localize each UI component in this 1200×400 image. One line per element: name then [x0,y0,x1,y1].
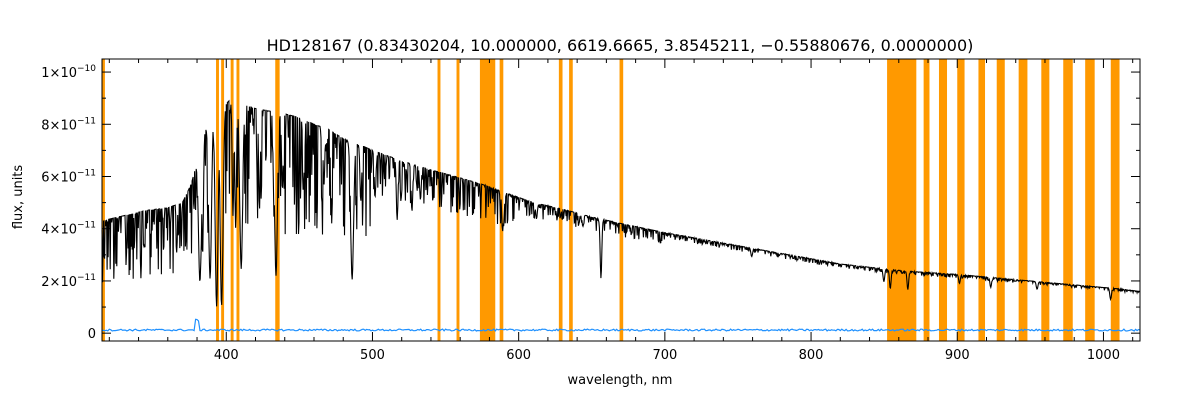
masked-band-2 [221,59,225,341]
x-tick-label: 400 [214,348,239,363]
y-tick-exponent: −11 [77,169,96,179]
x-axis-ticks: 400 500 600 700 800 900 1000 [108,59,1134,363]
y-tick-label: 0 [88,327,96,342]
y-tick-base: 8×10 [41,118,77,133]
error-line [101,318,1141,332]
masked-band-11 [569,59,573,341]
y-tick-label: 6×10−11 [41,169,96,186]
masked-band-16 [957,59,965,341]
y-tick-exponent: −11 [77,221,96,231]
y-tick-base: 2×10 [41,275,77,290]
masked-band-22 [1085,59,1095,341]
y-tick-base: 6×10 [41,171,77,186]
error-series [101,318,1141,332]
y-axis-ticks: 02×10−114×10−116×10−118×10−111×10−10 [41,64,1140,342]
masked-band-23 [1110,59,1120,341]
y-axis-label: flux, units [11,165,26,230]
y-tick-label: 2×10−11 [41,273,96,290]
masked-band-12 [619,59,624,341]
x-tick-label: 600 [506,348,531,363]
masked-band-17 [978,59,986,341]
masked-band-19 [1018,59,1028,341]
y-tick-label: 8×10−11 [41,116,96,133]
masked-band-4 [236,59,240,341]
masked-band-20 [1041,59,1050,341]
y-tick-exponent: −11 [77,116,96,126]
y-tick-exponent: −11 [77,273,96,283]
y-tick-base: 1×10 [41,66,77,81]
masked-band-10 [558,59,563,341]
x-tick-label: 900 [945,348,970,363]
masked-band-18 [996,59,1005,341]
plot-frame [101,58,1141,342]
flux-line [101,99,1140,307]
x-axis-label: wavelength, nm [568,373,673,388]
y-tick-label: 1×10−10 [41,64,96,81]
y-tick-label: 4×10−11 [41,221,96,238]
masked-band-13 [887,59,917,341]
masked-band-1 [216,59,219,341]
x-tick-label: 500 [360,348,385,363]
x-tick-label: 700 [652,348,677,363]
masked-band-15 [938,59,948,341]
x-tick-label: 1000 [1087,348,1120,363]
flux-series [101,99,1140,307]
chart-title: HD128167 (0.83430204, 10.000000, 6619.66… [267,36,974,55]
masked-band-0 [102,59,105,341]
x-tick-label: 800 [799,348,824,363]
y-tick-exponent: −10 [77,64,96,74]
masked-band-21 [1063,59,1073,341]
y-tick-base: 4×10 [41,223,77,238]
masked-band-14 [923,59,930,341]
